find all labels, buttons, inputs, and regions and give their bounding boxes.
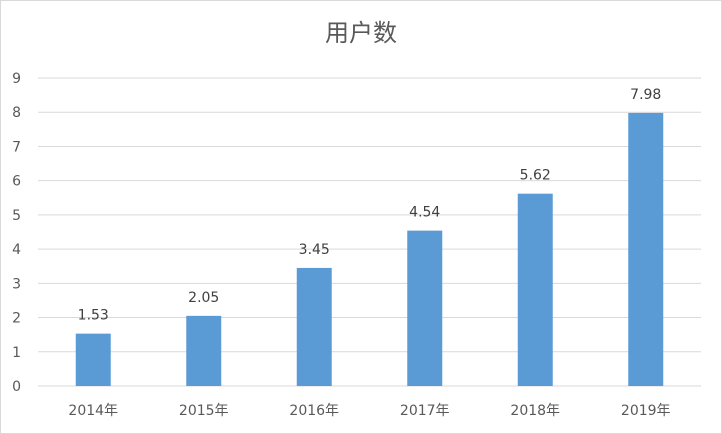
bar	[407, 230, 443, 386]
data-label: 4.54	[409, 205, 440, 221]
data-label: 5.62	[520, 168, 551, 184]
x-axis-ticks: 2014年 2015年 2016年 2017年 2018年 2019年	[68, 403, 670, 419]
x-tick-label: 2014年	[68, 403, 118, 419]
data-label: 3.45	[299, 242, 330, 258]
bars	[75, 112, 664, 386]
bar	[186, 315, 222, 386]
x-tick-label: 2019年	[621, 403, 671, 419]
bar	[75, 333, 111, 386]
data-label: 2.05	[188, 290, 219, 306]
y-tick-label: 6	[12, 174, 21, 190]
y-tick-label: 3	[12, 276, 21, 292]
y-tick-label: 4	[12, 242, 21, 258]
y-tick-label: 5	[12, 208, 21, 224]
chart-title: 用户数	[325, 19, 397, 47]
bar	[628, 112, 664, 386]
x-tick-label: 2016年	[289, 403, 339, 419]
y-tick-label: 0	[12, 379, 21, 395]
x-tick-label: 2017年	[400, 403, 450, 419]
bar	[517, 193, 553, 386]
x-tick-label: 2015年	[179, 403, 229, 419]
y-tick-label: 7	[12, 139, 21, 155]
y-tick-label: 9	[12, 71, 21, 87]
gridlines	[38, 77, 701, 387]
bar	[296, 267, 332, 386]
y-tick-label: 1	[12, 345, 21, 361]
y-tick-label: 8	[12, 105, 21, 121]
y-tick-label: 2	[12, 311, 21, 327]
y-axis-ticks: 0 1 2 3 4 5 6 7 8 9	[12, 71, 21, 395]
data-labels: 1.53 2.05 3.45 4.54 5.62 7.98	[78, 87, 662, 324]
data-label: 1.53	[78, 308, 109, 324]
x-tick-label: 2018年	[510, 403, 560, 419]
data-label: 7.98	[630, 87, 661, 103]
